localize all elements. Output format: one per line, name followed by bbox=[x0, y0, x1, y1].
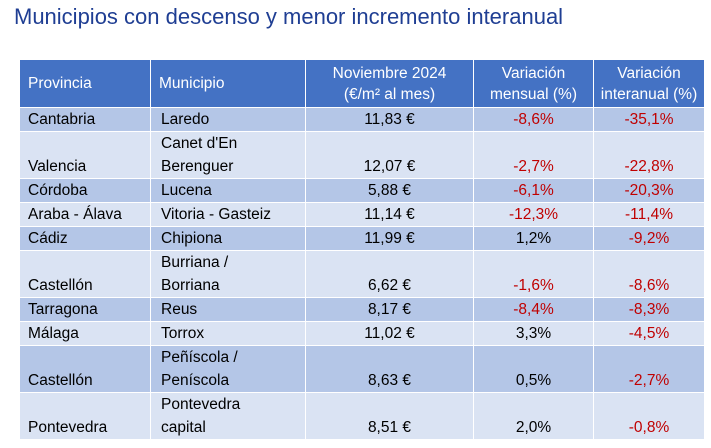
cell-variacion-interanual: -0,8% bbox=[593, 392, 705, 440]
table-body: Cantabria Laredo 11,83 € -8,6% -35,1% Valenci… bbox=[19, 107, 705, 440]
cell-variacion-interanual: -11,4% bbox=[593, 202, 705, 227]
municipio-line1: Laredo bbox=[161, 111, 210, 128]
header-interanual-line2: interanual (%) bbox=[600, 85, 698, 103]
municipio-line1: Vitoria - Gasteiz bbox=[161, 206, 271, 223]
table-row: Castellón Burriana / Borriana 6,62 € -1,6% -8… bbox=[19, 250, 705, 298]
table-row: Araba - Álava Vitoria - Gasteiz 11,14 € -12… bbox=[19, 202, 705, 227]
municipio-line1: Peñíscola / bbox=[161, 349, 238, 366]
municipio-line1: Lucena bbox=[161, 182, 212, 199]
cell-variacion-interanual: -22,8% bbox=[593, 131, 705, 179]
cell-provincia: Córdoba bbox=[19, 178, 151, 203]
municipio-line1: Burriana / bbox=[161, 254, 229, 271]
cell-precio: 11,14 € bbox=[305, 202, 474, 227]
cell-variacion-interanual: -8,3% bbox=[593, 297, 705, 322]
cell-provincia: Tarragona bbox=[19, 297, 151, 322]
data-table: Provincia Municipio Noviembre 2024 (€/m²… bbox=[19, 59, 705, 440]
municipio-line1: Pontevedra bbox=[161, 396, 241, 413]
municipio-line1: Canet d'En bbox=[161, 135, 238, 152]
table-header-row: Provincia Municipio Noviembre 2024 (€/m²… bbox=[19, 59, 705, 108]
cell-variacion-interanual: -35,1% bbox=[593, 107, 705, 132]
municipio-line1: Chipiona bbox=[161, 230, 223, 247]
header-precio-line2: (€/m² al mes) bbox=[343, 85, 436, 103]
cell-provincia: Castellón bbox=[19, 345, 151, 393]
cell-provincia: Valencia bbox=[19, 131, 151, 179]
table-row: Cádiz Chipiona 11,99 €1,2% -9,2% bbox=[19, 226, 705, 251]
cell-precio: 11,02 € bbox=[305, 321, 474, 346]
table-row: Pontevedra Pontevedra capital 8,51 €2,0% -0,… bbox=[19, 392, 705, 440]
header-provincia: Provincia bbox=[19, 59, 151, 108]
cell-variacion-mensual: 2,0% bbox=[473, 392, 594, 440]
cell-municipio: Canet d'En Berenguer bbox=[150, 131, 306, 179]
header-interanual-line1: Variación bbox=[617, 64, 681, 82]
cell-municipio: Burriana / Borriana bbox=[150, 250, 306, 298]
municipio-line2: Berenguer bbox=[161, 158, 234, 175]
cell-municipio: Pontevedra capital bbox=[150, 392, 306, 440]
page-title: Municipios con descenso y menor incremen… bbox=[14, 4, 564, 29]
cell-precio: 8,63 € bbox=[305, 345, 474, 393]
cell-variacion-mensual: -8,6% bbox=[473, 107, 594, 132]
cell-provincia: Málaga bbox=[19, 321, 151, 346]
municipio-line2: Peníscola bbox=[161, 372, 230, 389]
table-row: Córdoba Lucena 5,88 € -6,1% -20,3% bbox=[19, 178, 705, 203]
cell-variacion-interanual: -20,3% bbox=[593, 178, 705, 203]
header-mensual-line1: Variación bbox=[501, 64, 566, 82]
cell-provincia: Castellón bbox=[19, 250, 151, 298]
cell-variacion-interanual: -2,7% bbox=[593, 345, 705, 393]
cell-municipio: Lucena bbox=[150, 178, 306, 203]
cell-variacion-interanual: -9,2% bbox=[593, 226, 705, 251]
header-precio: Noviembre 2024 (€/m² al mes) bbox=[305, 59, 474, 108]
cell-provincia: Pontevedra bbox=[19, 392, 151, 440]
header-mensual-line2: mensual (%) bbox=[490, 85, 577, 103]
municipio-line1: Reus bbox=[161, 301, 198, 318]
cell-variacion-mensual: 1,2% bbox=[473, 226, 594, 251]
municipio-line2: capital bbox=[161, 419, 206, 436]
header-municipio: Municipio bbox=[150, 59, 306, 108]
cell-precio: 11,99 € bbox=[305, 226, 474, 251]
cell-variacion-mensual: -1,6% bbox=[473, 250, 594, 298]
header-municipio-label: Municipio bbox=[159, 75, 225, 92]
cell-variacion-mensual: -12,3% bbox=[473, 202, 594, 227]
cell-provincia: Araba - Álava bbox=[19, 202, 151, 227]
table-row: Castellón Peñíscola / Peníscola 8,63 €0,5% -… bbox=[19, 345, 705, 393]
header-mensual: Variación mensual (%) bbox=[473, 59, 594, 108]
header-interanual: Variación interanual (%) bbox=[593, 59, 705, 108]
header-provincia-label: Provincia bbox=[28, 75, 92, 92]
cell-variacion-mensual: -2,7% bbox=[473, 131, 594, 179]
cell-municipio: Reus bbox=[150, 297, 306, 322]
cell-variacion-interanual: -4,5% bbox=[593, 321, 705, 346]
municipio-line1: Torrox bbox=[161, 325, 205, 342]
cell-precio: 12,07 € bbox=[305, 131, 474, 179]
cell-precio: 8,17 € bbox=[305, 297, 474, 322]
header-precio-line1: Noviembre 2024 bbox=[332, 64, 447, 82]
cell-precio: 8,51 € bbox=[305, 392, 474, 440]
table-row: Málaga Torrox 11,02 €3,3% -4,5% bbox=[19, 321, 705, 346]
cell-municipio: Torrox bbox=[150, 321, 306, 346]
cell-municipio: Laredo bbox=[150, 107, 306, 132]
cell-variacion-mensual: 0,5% bbox=[473, 345, 594, 393]
cell-municipio: Peñíscola / Peníscola bbox=[150, 345, 306, 393]
cell-provincia: Cádiz bbox=[19, 226, 151, 251]
table-row: Cantabria Laredo 11,83 € -8,6% -35,1% bbox=[19, 107, 705, 132]
cell-provincia: Cantabria bbox=[19, 107, 151, 132]
cell-municipio: Chipiona bbox=[150, 226, 306, 251]
table-row: Tarragona Reus 8,17 € -8,4% -8,3% bbox=[19, 297, 705, 322]
cell-variacion-mensual: 3,3% bbox=[473, 321, 594, 346]
cell-variacion-interanual: -8,6% bbox=[593, 250, 705, 298]
cell-precio: 6,62 € bbox=[305, 250, 474, 298]
cell-precio: 5,88 € bbox=[305, 178, 474, 203]
cell-municipio: Vitoria - Gasteiz bbox=[150, 202, 306, 227]
cell-precio: 11,83 € bbox=[305, 107, 474, 132]
municipio-line2: Borriana bbox=[161, 277, 220, 294]
cell-variacion-mensual: -8,4% bbox=[473, 297, 594, 322]
cell-variacion-mensual: -6,1% bbox=[473, 178, 594, 203]
table-row: Valencia Canet d'En Berenguer 12,07 € -2,7% -… bbox=[19, 131, 705, 179]
